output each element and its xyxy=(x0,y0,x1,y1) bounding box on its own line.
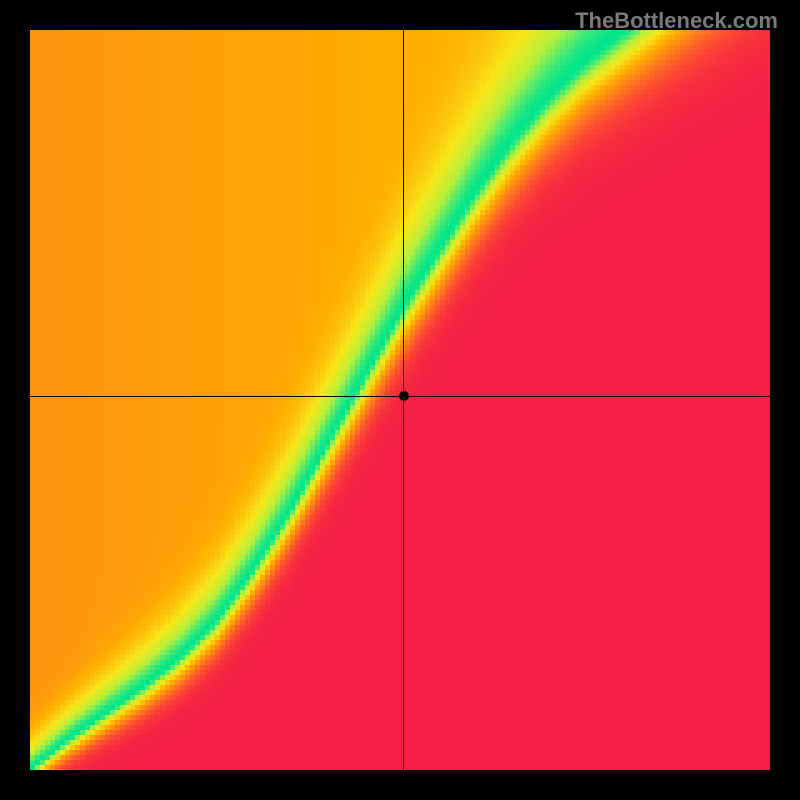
chart-container: TheBottleneck.com xyxy=(0,0,800,800)
current-point-marker xyxy=(399,391,409,401)
watermark-label: TheBottleneck.com xyxy=(575,8,778,34)
